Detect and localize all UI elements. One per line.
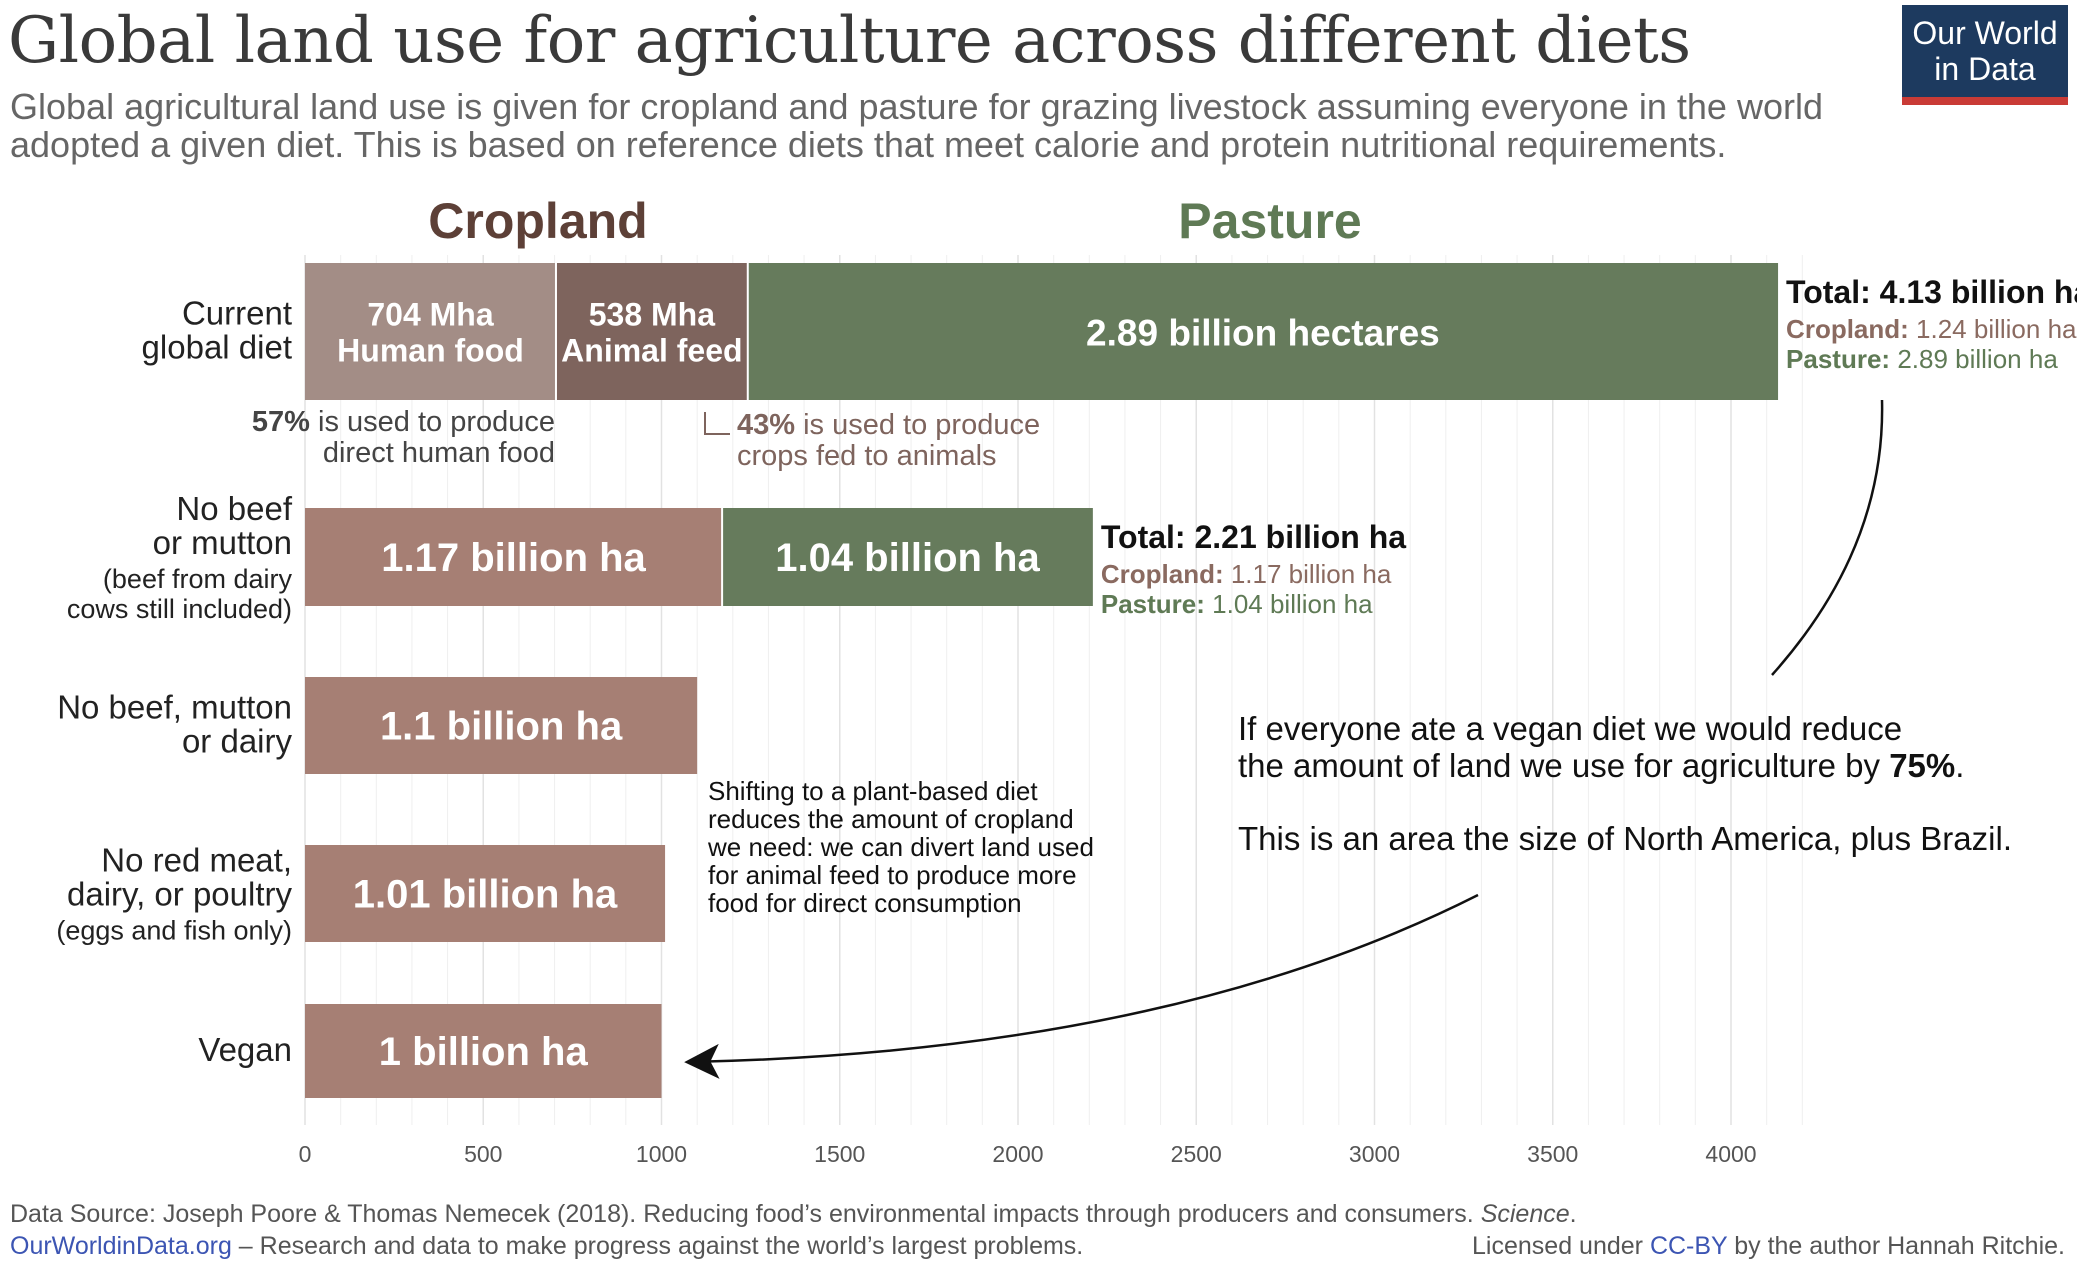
site-footer: OurWorldinData.org – Research and data t… [10, 1232, 1083, 1261]
plant-based-note: Shifting to a plant-based diet [708, 776, 1038, 806]
bar-segment-cropland [305, 508, 723, 606]
category-label: or dairy [182, 723, 293, 760]
chart-subtitle: Global agricultural land use is given fo… [10, 86, 1823, 165]
bars [305, 263, 1779, 1098]
header-pasture: Pasture [1178, 193, 1361, 249]
source-journal: Science [1480, 1200, 1570, 1228]
category-label: global diet [142, 329, 292, 366]
plant-based-note: for animal feed to produce more [708, 860, 1077, 890]
total-cropland-part: Cropland: [1786, 314, 1909, 344]
bar-segment-cropland [305, 1004, 662, 1098]
human-share-note: 57% is used to produce [252, 406, 555, 438]
bar-segment-pasture [747, 263, 1779, 400]
total-cropland: Cropland: 1.17 billion ha [1101, 559, 1392, 589]
bar-segment-cropland_feed [555, 263, 748, 400]
bar-segment-cropland_human [305, 263, 556, 400]
category-label: Current [182, 295, 292, 332]
category-label: No beef [176, 490, 292, 527]
total-pasture-part: 1.04 billion ha [1205, 589, 1373, 619]
bar-segment-cropland [305, 845, 666, 942]
feed-share-note-part: is used to produce [795, 409, 1040, 441]
license-prefix: Licensed under [1472, 1232, 1650, 1260]
labels: 0 500 1000 1500 2000 2500 3000 3500 4000 Cropland… [56, 193, 2077, 1167]
x-tick-label: 3000 [1349, 1141, 1400, 1167]
bar-value-label: Animal feed [561, 333, 742, 369]
logo-line-1: Our World [1912, 15, 2058, 51]
total-label: Total: 2.21 billion ha [1101, 519, 1406, 555]
feed-share-note-line2: crops fed to animals [737, 440, 997, 472]
total-pasture-part: Pasture: [1786, 344, 1890, 374]
plant-based-note: food for direct consumption [708, 888, 1022, 918]
bar-value-label: 1.17 billion ha [381, 536, 646, 580]
source-text: Data Source: Joseph Poore & Thomas Nemec… [10, 1200, 1481, 1228]
connector-line [1771, 399, 1884, 676]
x-tick-label: 4000 [1705, 1141, 1756, 1167]
category-sublabel: (beef from dairy [103, 564, 293, 594]
total-cropland: Cropland: 1.24 billion ha [1786, 314, 2077, 344]
bar-value-label: 538 Mha [589, 297, 715, 333]
total-pasture-part: 2.89 billion ha [1890, 344, 2058, 374]
vegan-note-line1: If everyone ate a vegan diet we would re… [1238, 710, 1902, 747]
site-description: – Research and data to make progress aga… [231, 1232, 1084, 1260]
land-use-chart: 0 500 1000 1500 2000 2500 3000 3500 4000 Cropland… [56, 193, 2077, 1167]
plant-based-note: reduces the amount of cropland [708, 804, 1074, 834]
bar-segment-pasture [722, 508, 1093, 606]
bar-segment-cropland [305, 677, 698, 774]
logo-line-2: in Data [1934, 51, 2036, 87]
x-tick-label: 3500 [1527, 1141, 1578, 1167]
category-label: or mutton [153, 524, 292, 561]
human-share-note-part: 57% [252, 406, 310, 438]
license-suffix: by the author Hannah Ritchie. [1727, 1232, 2065, 1260]
x-tick-label: 2500 [1171, 1141, 1222, 1167]
data-source-footer: Data Source: Joseph Poore & Thomas Nemec… [10, 1200, 1577, 1229]
category-label: Vegan [198, 1031, 292, 1068]
total-label: Total: 4.13 billion ha [1786, 274, 2077, 310]
bar-value-label: 1 billion ha [379, 1030, 589, 1074]
bar-value-label: Human food [337, 333, 524, 369]
vegan-note-line2-part: 75% [1889, 747, 1955, 784]
feed-share-bracket [704, 412, 730, 435]
total-cropland-part: 1.24 billion ha [1909, 314, 2077, 344]
total-pasture-part: Pasture: [1101, 589, 1205, 619]
feed-share-note: 43% is used to produce [737, 409, 1040, 441]
feed-share-note-part: 43% [737, 409, 795, 441]
owid-logo[interactable]: Our World in Data [1902, 5, 2068, 105]
vegan-note-line2-part: . [1955, 747, 1964, 784]
category-sublabel: cows still included) [67, 594, 292, 624]
license-footer: Licensed under CC-BY by the author Hanna… [1472, 1232, 2065, 1261]
vegan-note-line3: This is an area the size of North Americ… [1238, 820, 2012, 857]
bar-value-label: 1.04 billion ha [775, 536, 1040, 580]
vegan-note-line2-part: the amount of land we use for agricultur… [1238, 747, 1889, 784]
vegan-arrow [684, 893, 1479, 1079]
x-tick-label: 500 [464, 1141, 502, 1167]
x-tick-label: 0 [299, 1141, 312, 1167]
vegan-note-line2: the amount of land we use for agricultur… [1238, 747, 1964, 784]
category-label: dairy, or poultry [67, 876, 292, 913]
plant-based-note: we need: we can divert land used [707, 832, 1094, 862]
total-pasture: Pasture: 2.89 billion ha [1786, 344, 2058, 374]
bar-value-label: 1.01 billion ha [353, 873, 618, 917]
bar-value-label: 2.89 billion hectares [1086, 313, 1440, 354]
x-tick-label: 1500 [814, 1141, 865, 1167]
x-tick-label: 1000 [636, 1141, 687, 1167]
human-share-note-line2: direct human food [323, 437, 555, 469]
chart-title: Global land use for agriculture across d… [8, 4, 1691, 78]
category-label: No beef, mutton [57, 689, 292, 726]
header-cropland: Cropland [428, 193, 647, 249]
total-pasture: Pasture: 1.04 billion ha [1101, 589, 1373, 619]
total-cropland-part: Cropland: [1101, 559, 1224, 589]
human-share-note-part: is used to produce [310, 406, 555, 438]
license-link[interactable]: CC-BY [1649, 1232, 1728, 1260]
site-link[interactable]: OurWorldinData.org [10, 1232, 232, 1260]
category-label: No red meat, [101, 842, 292, 879]
x-tick-label: 2000 [992, 1141, 1043, 1167]
total-cropland-part: 1.17 billion ha [1224, 559, 1392, 589]
bar-value-label: 1.1 billion ha [380, 705, 623, 749]
category-sublabel: (eggs and fish only) [56, 916, 292, 946]
bar-value-label: 704 Mha [367, 297, 493, 333]
source-end: . [1569, 1200, 1577, 1228]
